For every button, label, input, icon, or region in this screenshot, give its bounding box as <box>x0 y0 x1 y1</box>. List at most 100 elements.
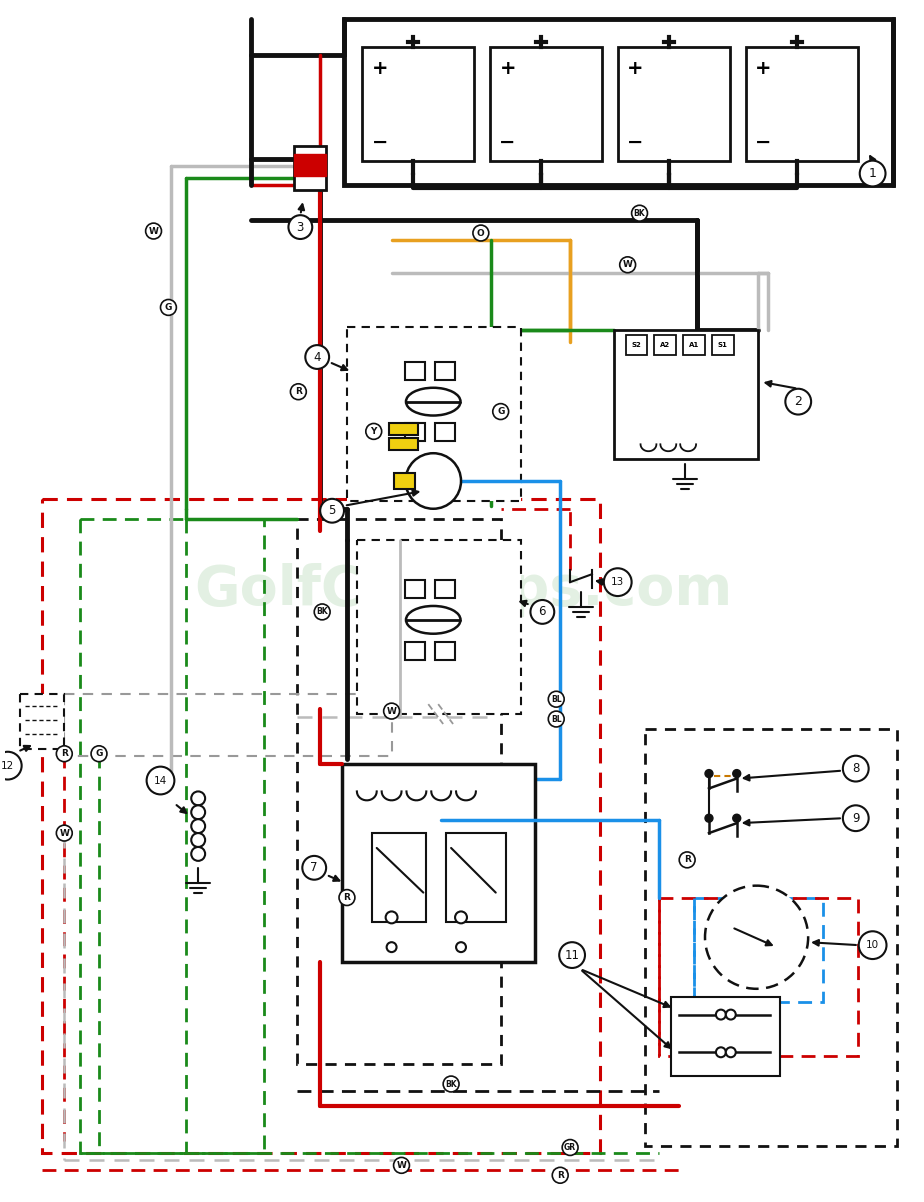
Text: BK: BK <box>445 1079 456 1089</box>
Circle shape <box>843 756 869 781</box>
Circle shape <box>785 388 811 415</box>
Text: A2: A2 <box>661 343 671 349</box>
Bar <box>406 423 425 441</box>
Text: BK: BK <box>316 607 328 617</box>
Circle shape <box>91 745 107 762</box>
Text: +: + <box>371 59 388 78</box>
Circle shape <box>394 1158 409 1173</box>
Text: W: W <box>386 707 396 715</box>
Circle shape <box>726 1010 736 1019</box>
Text: 2: 2 <box>795 395 802 409</box>
Text: 9: 9 <box>852 811 859 825</box>
Text: 14: 14 <box>154 775 167 786</box>
Bar <box>19 695 65 749</box>
Text: A1: A1 <box>689 343 699 349</box>
Circle shape <box>56 825 72 841</box>
Circle shape <box>191 833 205 847</box>
Text: 13: 13 <box>611 577 625 587</box>
Text: −: − <box>371 133 388 153</box>
Bar <box>65 695 392 756</box>
Circle shape <box>679 852 695 868</box>
Circle shape <box>383 703 399 719</box>
Text: BL: BL <box>551 714 562 724</box>
Bar <box>43 499 600 1154</box>
Bar <box>80 519 263 1154</box>
Text: G: G <box>497 407 505 416</box>
Circle shape <box>726 1047 736 1058</box>
Text: 5: 5 <box>328 505 335 517</box>
Circle shape <box>562 1139 578 1155</box>
Bar <box>435 642 455 660</box>
Text: GR: GR <box>564 1143 577 1152</box>
Circle shape <box>314 603 330 620</box>
Circle shape <box>191 820 205 833</box>
Bar <box>490 47 602 161</box>
Circle shape <box>632 206 648 221</box>
Circle shape <box>444 1076 459 1091</box>
Bar <box>618 47 730 161</box>
Bar <box>295 154 326 175</box>
Bar <box>298 519 501 1064</box>
Circle shape <box>406 453 461 508</box>
Bar <box>371 833 426 922</box>
Circle shape <box>386 942 396 952</box>
Circle shape <box>146 224 162 239</box>
Circle shape <box>473 225 489 240</box>
Text: −: − <box>627 133 644 153</box>
Bar <box>645 728 897 1146</box>
Text: BK: BK <box>634 209 645 218</box>
Text: G: G <box>95 749 103 758</box>
Circle shape <box>548 712 565 727</box>
Bar <box>435 423 455 441</box>
Circle shape <box>321 499 344 523</box>
Bar <box>746 47 857 161</box>
Text: W: W <box>149 226 159 236</box>
Text: R: R <box>344 893 350 902</box>
Circle shape <box>302 856 326 880</box>
Circle shape <box>456 942 466 952</box>
Circle shape <box>161 299 176 315</box>
Circle shape <box>191 791 205 805</box>
Circle shape <box>288 215 312 239</box>
Circle shape <box>843 805 869 831</box>
Text: GolfCartTips.com: GolfCartTips.com <box>194 563 732 617</box>
Bar <box>357 541 520 714</box>
Circle shape <box>0 751 21 780</box>
Circle shape <box>492 404 508 419</box>
Text: Y: Y <box>371 427 377 436</box>
Circle shape <box>191 805 205 820</box>
Circle shape <box>147 767 175 795</box>
Bar <box>406 362 425 380</box>
Circle shape <box>385 911 397 923</box>
Bar <box>389 423 419 435</box>
Circle shape <box>548 691 565 707</box>
Text: W: W <box>59 828 69 838</box>
Bar <box>694 898 823 1001</box>
Text: R: R <box>61 749 67 758</box>
Circle shape <box>716 1047 726 1058</box>
Text: BL: BL <box>551 695 562 703</box>
Bar <box>683 335 705 355</box>
Text: W: W <box>396 1161 407 1170</box>
Circle shape <box>858 932 886 959</box>
Bar <box>394 474 416 489</box>
Bar <box>342 763 535 962</box>
Circle shape <box>191 847 205 861</box>
Text: R: R <box>557 1171 564 1179</box>
Circle shape <box>705 886 808 989</box>
Bar <box>389 439 419 451</box>
Circle shape <box>56 745 72 762</box>
Text: 4: 4 <box>313 351 321 363</box>
Bar <box>295 145 326 190</box>
Text: 8: 8 <box>852 762 859 775</box>
Circle shape <box>339 889 355 905</box>
Bar <box>344 19 894 185</box>
Text: −: − <box>755 133 772 153</box>
Circle shape <box>290 383 306 399</box>
Bar <box>362 47 474 161</box>
Bar <box>406 581 425 599</box>
Circle shape <box>733 769 741 778</box>
Text: W: W <box>623 261 633 269</box>
Circle shape <box>366 423 382 440</box>
Text: +: + <box>499 59 516 78</box>
